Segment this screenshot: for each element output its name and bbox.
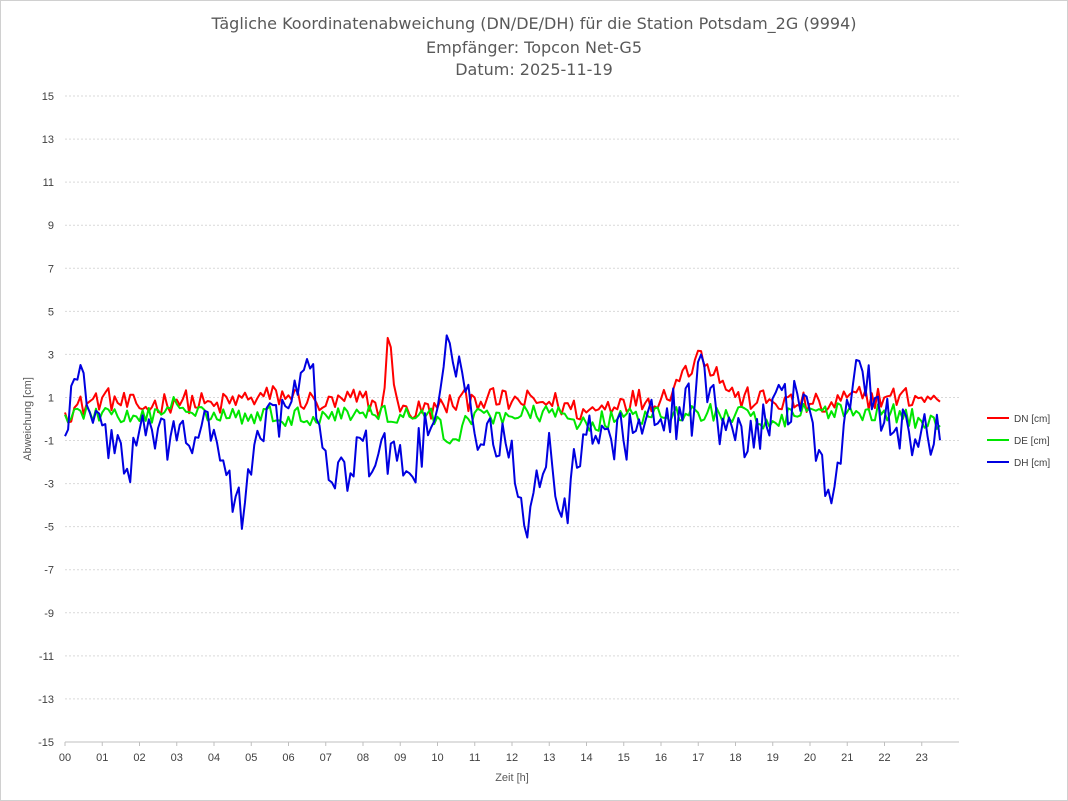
y-tick-label: 9 xyxy=(48,220,54,232)
legend-entry: DH [cm] xyxy=(1014,458,1050,469)
x-tick-label: 15 xyxy=(618,752,630,764)
y-tick-label: -15 xyxy=(38,737,54,749)
x-tick-label: 00 xyxy=(59,752,71,764)
x-tick-label: 02 xyxy=(133,752,145,764)
chart-subtitle-date: Datum: 2025-11-19 xyxy=(455,60,613,79)
x-tick-label: 04 xyxy=(208,752,220,764)
series-line-dn xyxy=(64,336,941,424)
x-tick-label: 06 xyxy=(282,752,294,764)
x-tick-label: 20 xyxy=(804,752,816,764)
legend: DN [cm] DE [cm] DH [cm] xyxy=(987,414,1050,469)
y-tick-label: -7 xyxy=(44,565,54,577)
y-tick-label: 15 xyxy=(42,91,54,103)
chart-title-line-1: Tägliche Koordinatenabweichung (DN/DE/DH… xyxy=(210,14,856,34)
axes: 15 13 11 9 7 5 3 1 -1 -3 -5 -7 -9 -11 -13 -15 00 01 02 03 04… xyxy=(38,91,959,764)
x-tick-label: 03 xyxy=(171,752,183,764)
x-tick-label: 05 xyxy=(245,752,257,764)
y-tick-label: 7 xyxy=(48,263,54,275)
x-tick-label: 21 xyxy=(841,752,853,764)
y-axis-title: Abweichung [cm] xyxy=(22,377,34,461)
y-tick-label: 5 xyxy=(48,306,54,318)
x-tick-label: 13 xyxy=(543,752,555,764)
y-tick-label: -11 xyxy=(39,651,54,663)
x-tick-label: 08 xyxy=(357,752,369,764)
x-tick-label: 11 xyxy=(469,752,480,764)
y-tick-label: -13 xyxy=(38,694,54,706)
x-tick-label: 01 xyxy=(96,752,108,764)
data-series xyxy=(64,334,941,539)
chart-subtitle-receiver: Empfänger: Topcon Net-G5 xyxy=(426,38,642,57)
x-tick-label: 09 xyxy=(394,752,406,764)
x-axis-title: Zeit [h] xyxy=(495,772,529,784)
legend-entry: DE [cm] xyxy=(1014,436,1050,447)
chart-title: Tägliche Koordinatenabweichung (DN/DE/DH… xyxy=(210,14,856,79)
gridlines xyxy=(65,95,959,743)
x-tick-label: 10 xyxy=(431,752,443,764)
y-tick-label: -9 xyxy=(44,608,54,620)
x-tick-label: 16 xyxy=(655,752,667,764)
x-tick-label: 19 xyxy=(767,752,779,764)
y-tick-label: 3 xyxy=(48,349,54,361)
x-tick-label: 18 xyxy=(729,752,741,764)
y-tick-label: -3 xyxy=(44,479,54,491)
x-tick-label: 17 xyxy=(692,752,704,764)
x-tick-label: 23 xyxy=(916,752,928,764)
x-tick-label: 22 xyxy=(878,752,890,764)
y-tick-label: 13 xyxy=(42,134,54,146)
x-tick-label: 14 xyxy=(580,752,592,764)
y-tick-label: 1 xyxy=(48,392,54,404)
x-tick-label: 07 xyxy=(320,752,332,764)
series-line-dh xyxy=(64,334,941,539)
x-tick-label: 12 xyxy=(506,752,518,764)
legend-entry: DN [cm] xyxy=(1014,414,1050,425)
y-tick-label: -1 xyxy=(44,436,54,448)
y-tick-label: 11 xyxy=(43,177,54,189)
y-tick-label: -5 xyxy=(44,522,54,534)
